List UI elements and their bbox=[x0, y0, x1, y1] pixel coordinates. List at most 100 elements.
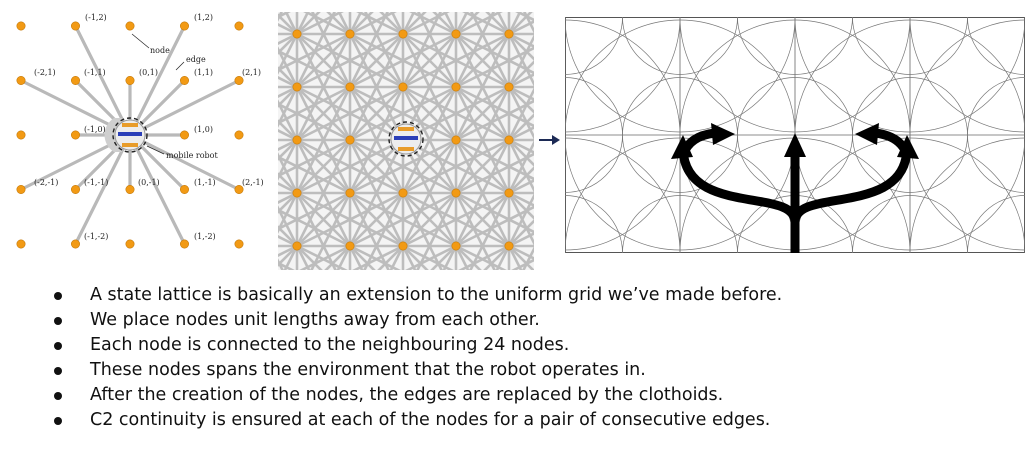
lattice-node bbox=[180, 76, 190, 86]
pattern-edge bbox=[508, 139, 534, 167]
lattice-node bbox=[125, 239, 135, 249]
pattern-edge bbox=[507, 86, 534, 140]
bullet-dot-icon bbox=[54, 367, 62, 375]
pattern-edge bbox=[348, 245, 364, 270]
pattern-edge bbox=[454, 139, 511, 247]
bullet-item: These nodes spans the environment that t… bbox=[48, 358, 1008, 383]
pattern-node bbox=[451, 29, 461, 39]
pattern-edge bbox=[310, 192, 352, 270]
pattern-nodes bbox=[292, 29, 514, 251]
pattern-edge bbox=[409, 12, 457, 36]
pattern-edge bbox=[295, 86, 352, 194]
transition-arrow-icon bbox=[538, 133, 562, 147]
clothoid-arc bbox=[737, 17, 853, 75]
pattern-edge bbox=[455, 86, 510, 141]
pattern-edge bbox=[507, 139, 534, 193]
lattice-node bbox=[234, 21, 244, 31]
pattern-node bbox=[398, 82, 408, 92]
lattice-node bbox=[234, 239, 244, 249]
lattice-edge bbox=[128, 78, 241, 137]
pattern-edge bbox=[349, 192, 404, 247]
pattern-edge bbox=[508, 244, 534, 260]
bullet-dot-icon bbox=[54, 392, 62, 400]
pattern-mobile-robot bbox=[388, 121, 424, 157]
pattern-edge bbox=[278, 119, 298, 141]
label-2-1: (2,1) bbox=[242, 68, 261, 77]
pattern-edge bbox=[401, 86, 458, 194]
label-1-neg2: (1,-2) bbox=[194, 232, 216, 241]
pattern-edge bbox=[455, 245, 482, 270]
pattern-edge bbox=[496, 12, 511, 35]
clothoid-arc bbox=[622, 17, 738, 75]
pattern-edge bbox=[278, 192, 298, 214]
pattern-edge bbox=[278, 13, 298, 35]
arrow-heads bbox=[671, 123, 919, 159]
lattice-node bbox=[16, 185, 26, 195]
pattern-edge bbox=[508, 219, 534, 247]
pattern-edge bbox=[295, 139, 352, 247]
pattern-edge bbox=[349, 33, 404, 88]
pattern-edge bbox=[508, 20, 534, 36]
pattern-edge bbox=[296, 245, 323, 270]
clothoid-arc bbox=[909, 19, 1025, 251]
pattern-node bbox=[292, 188, 302, 198]
pattern-edge bbox=[278, 139, 298, 161]
pattern-node bbox=[451, 188, 461, 198]
clothoid-arc bbox=[622, 195, 738, 253]
pattern-edge bbox=[278, 244, 298, 257]
pattern-edge bbox=[402, 12, 427, 35]
label-1-neg1: (1,-1) bbox=[194, 178, 216, 187]
bullet-list: A state lattice is basically an extensio… bbox=[48, 283, 1008, 433]
lattice-node bbox=[234, 76, 244, 86]
pattern-edge bbox=[401, 12, 442, 88]
pattern-edge bbox=[348, 33, 405, 141]
pattern-edge bbox=[296, 12, 344, 36]
pattern-edge bbox=[278, 245, 298, 267]
pattern-edge bbox=[390, 12, 405, 35]
pattern-edge bbox=[507, 245, 523, 270]
pattern-edge bbox=[402, 245, 429, 270]
robot-callout-line bbox=[146, 145, 165, 155]
pattern-node bbox=[451, 82, 461, 92]
pattern-edge bbox=[278, 129, 298, 142]
pattern-edge bbox=[278, 86, 298, 108]
pattern-edge bbox=[295, 33, 352, 141]
pattern-edge bbox=[283, 245, 299, 270]
pattern-edge bbox=[508, 126, 534, 142]
pattern-edge bbox=[508, 192, 534, 220]
pattern-edge bbox=[402, 33, 457, 88]
pattern-edges bbox=[278, 12, 534, 270]
label-neg2-1: (-2,1) bbox=[34, 68, 56, 77]
pattern-node bbox=[504, 188, 514, 198]
label-neg1-neg2: (-1,-2) bbox=[84, 232, 108, 241]
pattern-edge bbox=[278, 23, 298, 36]
lattice-node bbox=[125, 185, 135, 195]
pattern-node bbox=[345, 188, 355, 198]
pattern-edge bbox=[348, 86, 405, 194]
pattern-edge bbox=[508, 73, 534, 89]
pattern-edge bbox=[326, 12, 351, 35]
pattern-edge bbox=[402, 244, 454, 270]
pattern-edge bbox=[402, 139, 457, 194]
pattern-edge bbox=[295, 245, 311, 270]
pattern-edge bbox=[296, 12, 321, 35]
pattern-edge bbox=[379, 12, 404, 35]
pattern-edge bbox=[278, 86, 299, 128]
pattern-edge bbox=[349, 12, 397, 36]
pattern-edge bbox=[507, 87, 534, 141]
pattern-edge bbox=[356, 12, 404, 36]
pattern-node bbox=[345, 29, 355, 39]
pattern-edge bbox=[508, 85, 534, 101]
pattern-edge bbox=[278, 85, 298, 98]
bullet-item: Each node is connected to the neighbouri… bbox=[48, 333, 1008, 358]
pattern-edge bbox=[507, 12, 522, 35]
pattern-edge bbox=[278, 225, 298, 247]
lattice-node bbox=[234, 185, 244, 195]
pattern-edge bbox=[508, 32, 534, 48]
pattern-node bbox=[504, 29, 514, 39]
pattern-edge bbox=[296, 139, 351, 194]
pattern-edge bbox=[278, 139, 299, 181]
pattern-edge bbox=[324, 245, 351, 270]
pattern-edge bbox=[458, 244, 510, 270]
pattern-edge bbox=[455, 192, 510, 247]
